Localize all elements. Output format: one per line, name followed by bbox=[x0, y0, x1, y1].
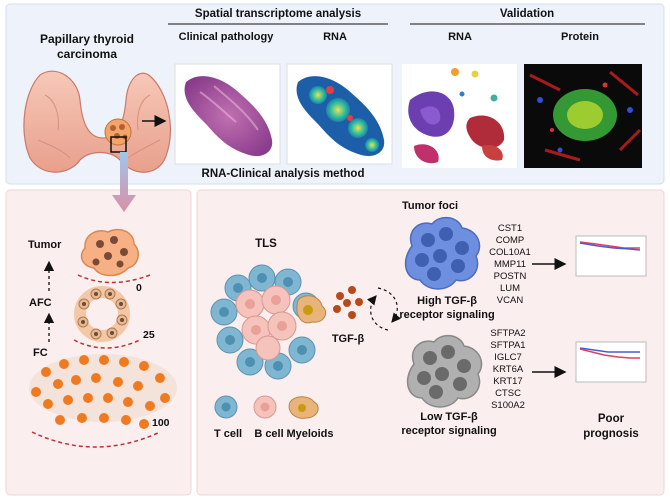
tls-label: TLS bbox=[255, 238, 277, 250]
low-gene-3: IGLC7 bbox=[494, 352, 521, 363]
low-gene-4: KRT6A bbox=[493, 364, 524, 375]
he-stain-image bbox=[175, 64, 280, 164]
validation-header: Validation bbox=[500, 8, 554, 20]
stage-value-0: 0 bbox=[136, 282, 142, 294]
tumor-label: Tumor bbox=[28, 239, 62, 251]
protein-fluorescence-image bbox=[524, 64, 642, 168]
umap-rna-plot bbox=[402, 64, 517, 168]
legend-myeloids: Myeloids bbox=[286, 428, 333, 440]
low-gene-1: SFTPA2 bbox=[490, 328, 525, 339]
high-gene-4: MMP11 bbox=[494, 259, 526, 270]
clinical-pathology-label: Clinical pathology bbox=[179, 31, 275, 43]
high-gene-3: COL10A1 bbox=[489, 247, 531, 258]
high-gene-5: POSTN bbox=[494, 271, 527, 282]
method-caption: RNA-Clinical analysis method bbox=[202, 168, 365, 180]
protein-label: Protein bbox=[561, 31, 599, 43]
survival-curve-low bbox=[576, 342, 646, 382]
high-gene-7: VCAN bbox=[497, 295, 524, 306]
rna-spatial-label: RNA bbox=[323, 31, 347, 43]
high-gene-6: LUM bbox=[500, 283, 520, 294]
low-gene-5: KRT17 bbox=[493, 376, 522, 387]
legend-t-cell: T cell bbox=[214, 428, 242, 440]
low-gene-6: CTSC bbox=[495, 388, 521, 399]
tgf-beta-label: TGF-β bbox=[332, 333, 365, 345]
low-tgf-gene-list: SFTPA2 SFTPA1 IGLC7 KRT6A KRT17 CTSC S10… bbox=[490, 328, 525, 411]
outcome-line2: prognosis bbox=[583, 428, 639, 440]
outcome-line1: Poor bbox=[598, 413, 625, 425]
low-tgf-label-line1: Low TGF-β bbox=[420, 411, 478, 423]
afc-label: AFC bbox=[29, 297, 52, 309]
legend-b-cell: B cell bbox=[254, 428, 283, 440]
progression-panel: Tumor AFC FC 0 bbox=[6, 152, 191, 495]
top-panel: Papillary thyroid carcinoma Spatial tran… bbox=[6, 4, 664, 184]
tls-foci-panel: TLS bbox=[197, 190, 664, 495]
rna-spatial-image bbox=[287, 64, 392, 164]
high-tgf-label-line2: receptor signaling bbox=[399, 309, 494, 321]
fc-label: FC bbox=[33, 347, 48, 359]
rna-validation-label: RNA bbox=[448, 31, 472, 43]
ptc-title-line1: Papillary thyroid bbox=[40, 32, 134, 46]
spatial-analysis-header: Spatial transcriptome analysis bbox=[195, 8, 361, 20]
high-tgf-label-line1: High TGF-β bbox=[417, 295, 477, 307]
survival-curve-high bbox=[576, 236, 646, 276]
thyroid-nodule bbox=[105, 119, 131, 145]
low-gene-2: SFTPA1 bbox=[490, 340, 525, 351]
low-gene-7: S100A2 bbox=[491, 400, 525, 411]
low-tgf-label-line2: receptor signaling bbox=[401, 425, 496, 437]
tumor-foci-label: Tumor foci bbox=[402, 200, 458, 212]
stage-value-25: 25 bbox=[143, 329, 155, 341]
ptc-title-line2: carcinoma bbox=[57, 47, 117, 61]
high-gene-2: COMP bbox=[496, 235, 525, 246]
high-gene-1: CST1 bbox=[498, 223, 522, 234]
stage-value-100: 100 bbox=[152, 417, 170, 429]
